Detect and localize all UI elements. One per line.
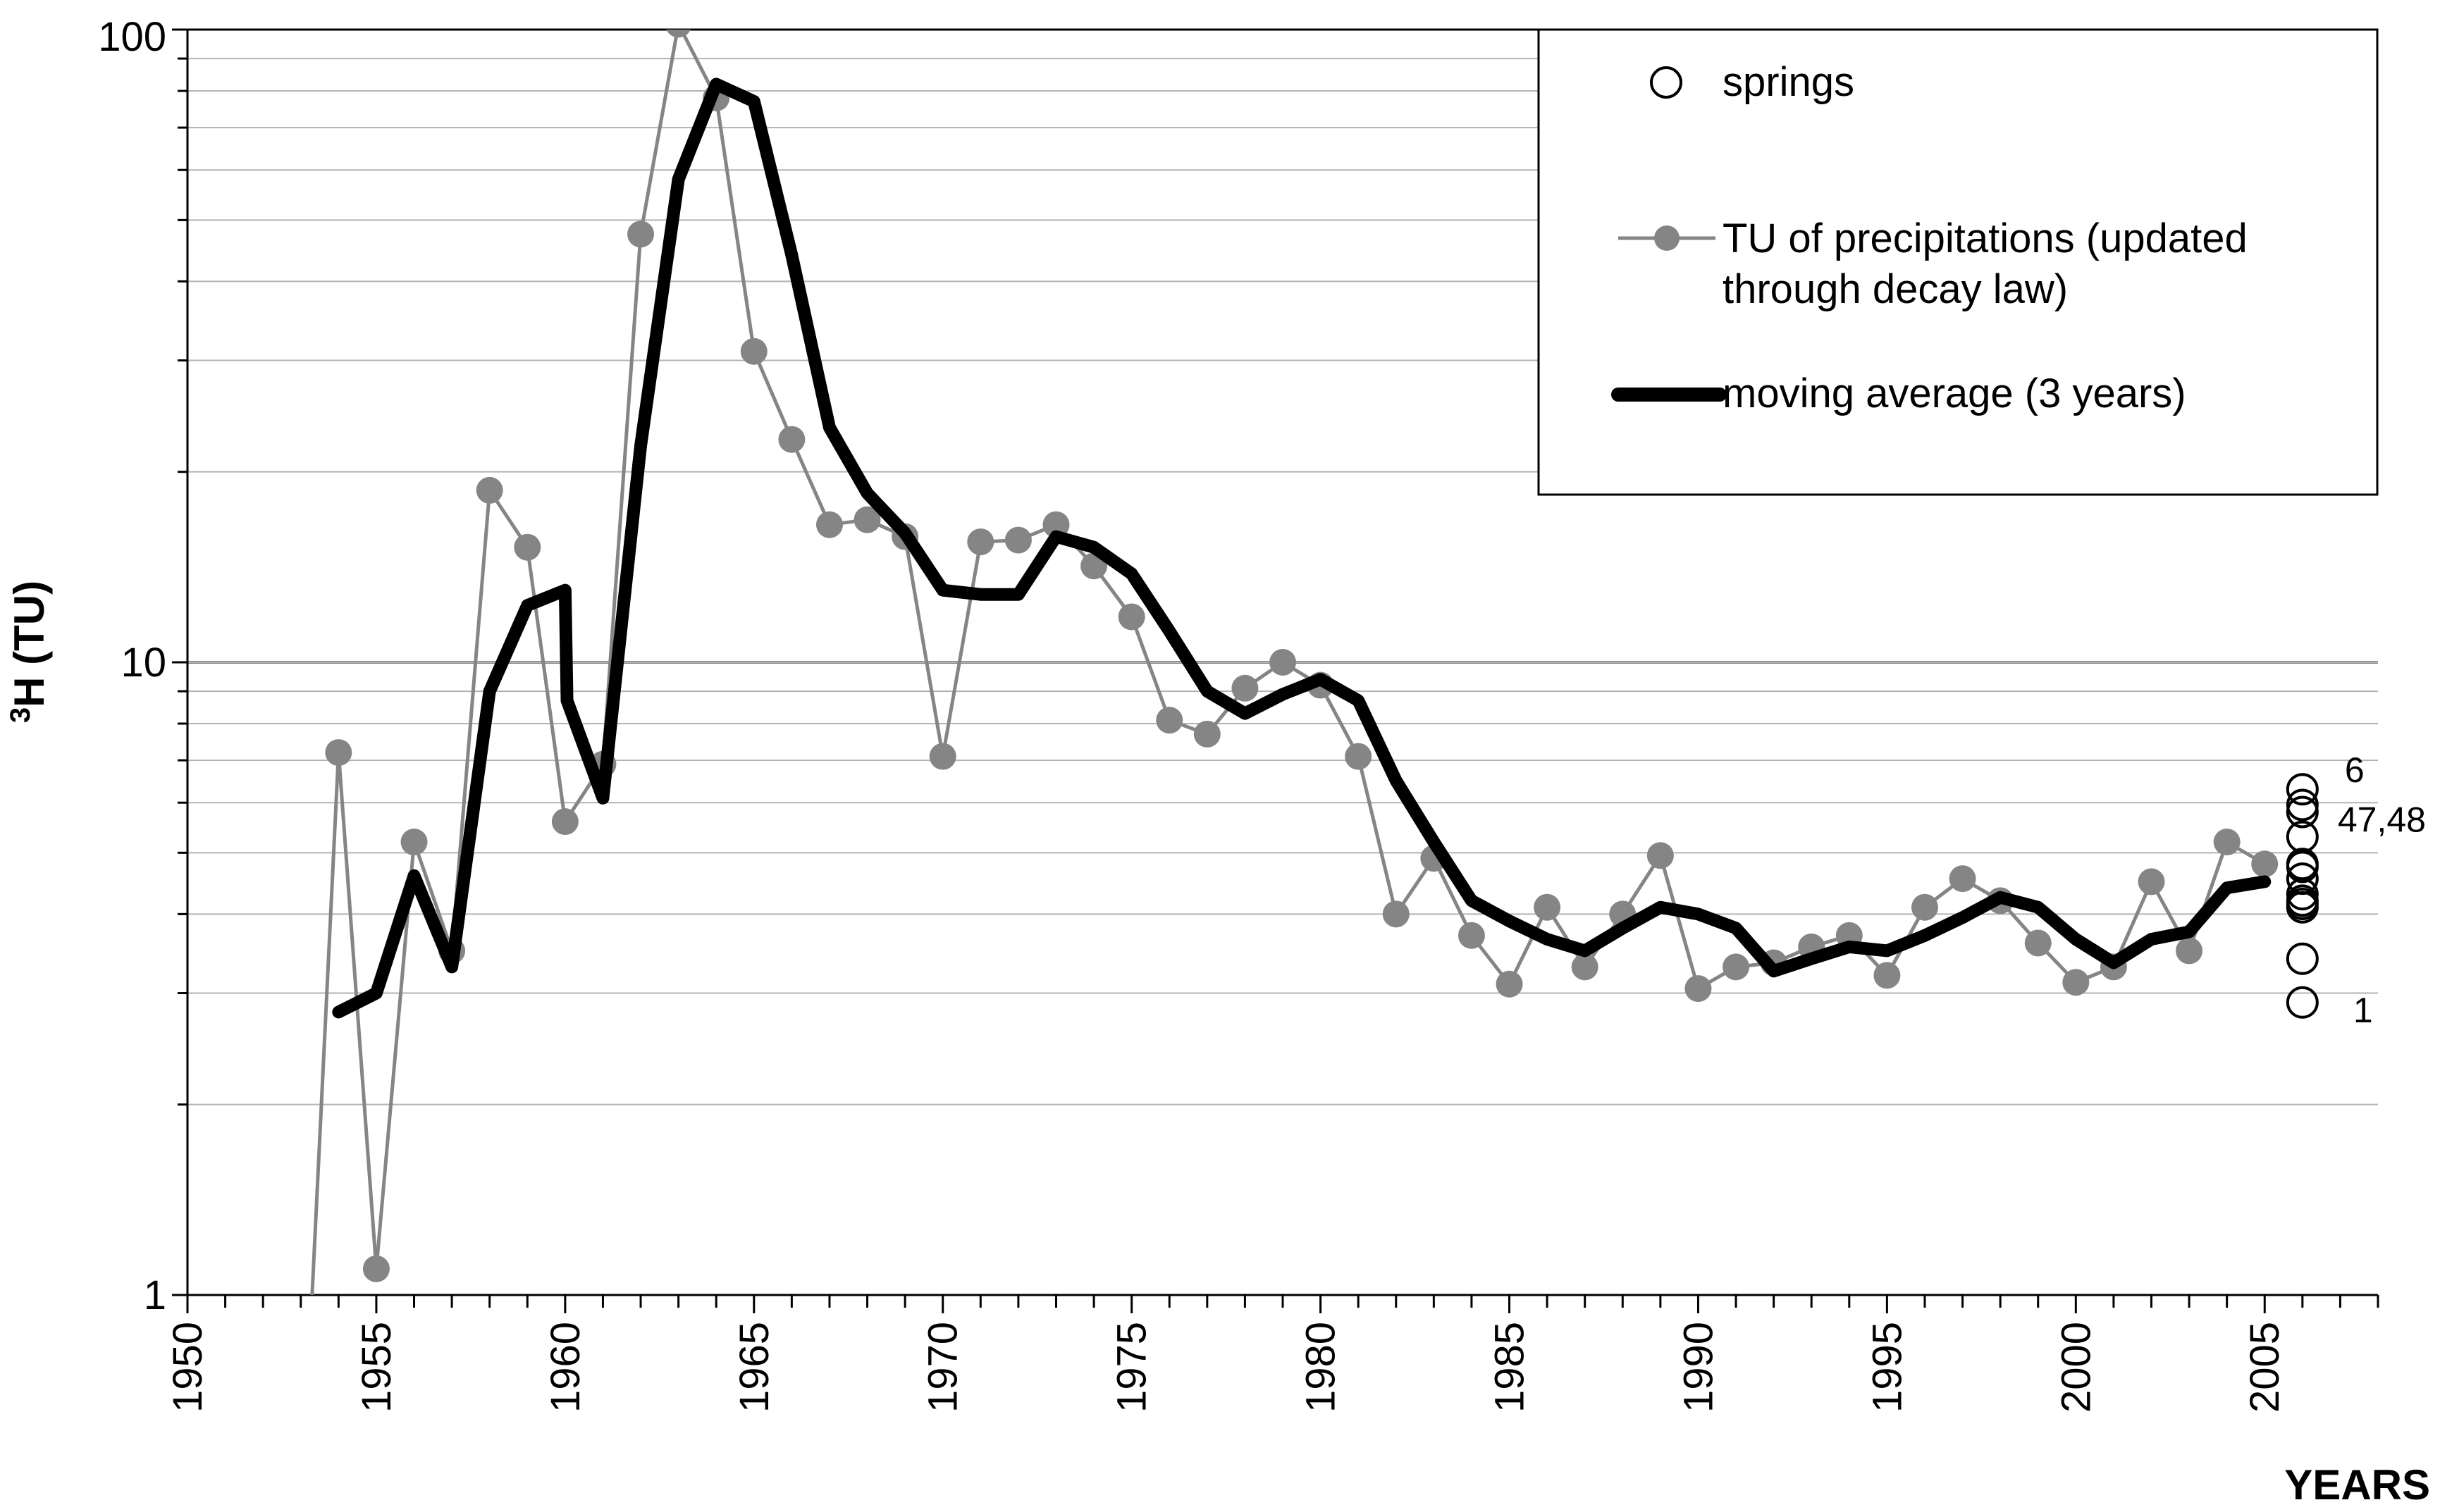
precip-point: [325, 739, 352, 767]
legend-box: [1537, 28, 2379, 496]
precip-point: [1571, 953, 1598, 981]
y-tick-label: 100: [98, 14, 166, 60]
precip-point: [2251, 850, 2279, 878]
x-tick-label: 1965: [732, 1322, 777, 1413]
precip-point: [1193, 720, 1221, 748]
precip-point: [1156, 707, 1183, 734]
legend-precip-label-line1: TU of precipitations (updated: [1723, 216, 2248, 261]
precip-point: [551, 808, 579, 836]
precip-point: [1345, 743, 1372, 770]
precip-point: [1269, 649, 1296, 676]
precip-point: [740, 337, 768, 365]
precip-point: [1723, 953, 1750, 981]
spring-point: [2286, 788, 2319, 822]
precip-point: [1382, 900, 1410, 928]
precip-point: [514, 533, 541, 561]
precip-point: [967, 528, 994, 556]
spring-point: [2286, 795, 2319, 829]
precip-series: [310, 30, 2279, 1295]
precip-point: [666, 30, 691, 38]
x-tick-label: 1970: [920, 1322, 966, 1413]
spring-point: [2286, 986, 2319, 1019]
x-axis-title: YEARS: [2284, 1461, 2430, 1508]
precip-point: [1646, 842, 1674, 869]
x-tick-label: 1980: [1298, 1322, 1344, 1413]
precip-point: [2062, 969, 2090, 996]
x-tick-label: 2000: [2053, 1322, 2099, 1413]
spring-annotation: 6: [2345, 750, 2365, 790]
axes: [172, 28, 2379, 1313]
x-tick-label: 1990: [1675, 1322, 1721, 1413]
precip-point: [1911, 893, 1938, 921]
spring-point: [2286, 942, 2319, 975]
x-tick-label: 1985: [1487, 1322, 1533, 1413]
precip-point: [1534, 893, 1561, 921]
precip-point: [778, 426, 806, 453]
x-tick-label: 1995: [1864, 1322, 1910, 1413]
precip-point: [1873, 962, 1901, 989]
precip-point: [2138, 868, 2165, 896]
precip-point: [1949, 865, 1976, 893]
precip-point: [362, 1255, 390, 1282]
legend-precip-marker: [1654, 225, 1680, 251]
precip-point: [476, 476, 503, 504]
precip-point: [854, 506, 881, 533]
precip-point: [1004, 526, 1032, 554]
spring-annotation: 1: [2353, 991, 2373, 1030]
spring-point: [2286, 773, 2319, 806]
precip-point: [1231, 674, 1259, 702]
precip-point: [1496, 970, 1523, 998]
legend-average-label: moving average (3 years): [1723, 371, 2186, 416]
precip-point: [1458, 922, 1485, 949]
precip-point: [2176, 937, 2203, 965]
precip-point: [2024, 929, 2052, 957]
precip-point: [1118, 603, 1145, 631]
y-tick-label: 1: [144, 1272, 166, 1318]
precip-point: [1042, 511, 1070, 538]
legend: springs TU of precipitations (updated th…: [1537, 28, 2379, 496]
precip-point: [1684, 975, 1712, 1003]
x-tick-label: 1950: [165, 1322, 211, 1413]
tick-labels: 1950 1955 1960 1965 1970 1975 1980 1985 1990 1995…: [98, 14, 2426, 1413]
data-series: [310, 30, 2319, 1295]
precip-point: [929, 743, 956, 770]
precip-point: [2213, 829, 2241, 856]
spring-annotation: 47,48: [2338, 800, 2426, 839]
legend-springs-label: springs: [1723, 59, 1854, 105]
x-tick-label: 1975: [1109, 1322, 1155, 1413]
spring-point: [2286, 891, 2319, 924]
moving-average-line: [332, 78, 2272, 1019]
spring-point: [2286, 850, 2319, 884]
x-tick-label: 1960: [543, 1322, 589, 1413]
precip-point: [627, 221, 655, 248]
x-tick-label: 1955: [354, 1322, 400, 1413]
precip-point: [400, 829, 428, 856]
y-tick-label: 10: [121, 640, 166, 686]
legend-precip-label-line2: through decay law): [1723, 266, 2068, 312]
legend-springs-marker: [1650, 66, 1682, 99]
precip-point: [815, 511, 843, 538]
y-axis-title: 3H (TU): [5, 581, 53, 723]
springs-series: [2286, 773, 2319, 1019]
x-tick-label: 2005: [2242, 1322, 2288, 1413]
